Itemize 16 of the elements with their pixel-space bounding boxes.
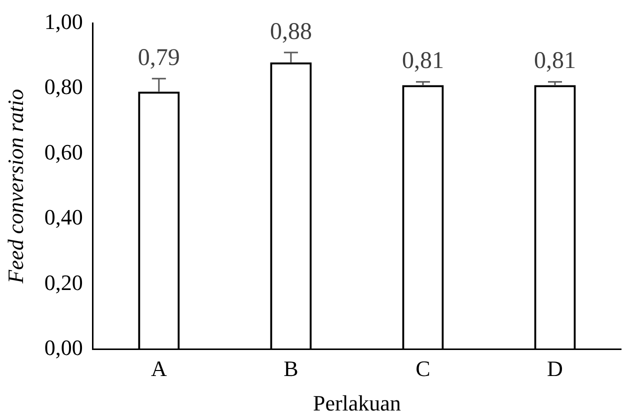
data-label: 0,88 <box>270 18 312 45</box>
x-tick-label: D <box>547 356 563 382</box>
data-label: 0,81 <box>534 48 576 74</box>
y-tick-label: 0,80 <box>44 74 83 100</box>
y-axis-title: Feed conversion ratio <box>2 89 28 284</box>
y-tick-label: 0,60 <box>44 139 83 164</box>
data-label: 0,79 <box>138 44 180 71</box>
x-axis-title: Perlakuan <box>312 390 401 416</box>
x-tick-label: B <box>284 356 298 382</box>
data-label: 0,81 <box>402 48 444 74</box>
y-tick-label: 0,40 <box>44 204 83 230</box>
y-tick-label: 0,00 <box>44 334 83 360</box>
y-tick-label: 0,20 <box>44 270 83 295</box>
x-tick-label: A <box>150 356 167 382</box>
x-tick-label: C <box>416 356 430 382</box>
y-tick-label: 1,00 <box>44 8 83 34</box>
